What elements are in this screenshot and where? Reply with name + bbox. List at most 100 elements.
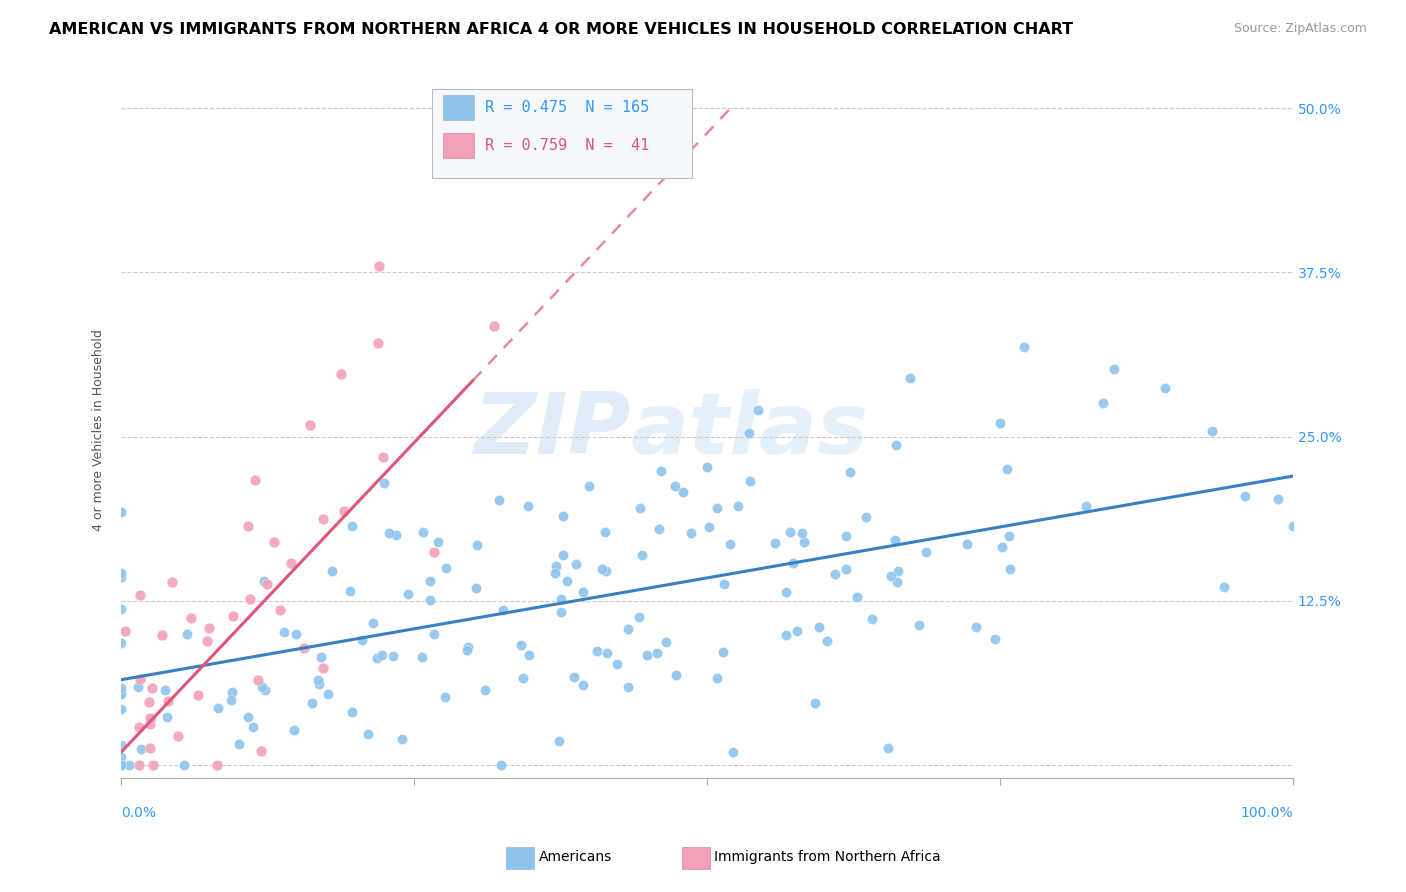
Point xyxy=(547,734,569,748)
Point xyxy=(617,623,640,637)
Point xyxy=(586,643,609,657)
Point xyxy=(713,576,735,591)
Point xyxy=(1201,425,1223,439)
Point xyxy=(373,475,395,490)
Point xyxy=(474,682,496,697)
Point xyxy=(110,681,132,695)
Point xyxy=(382,648,405,663)
Point xyxy=(250,680,273,694)
Point xyxy=(565,557,588,571)
Point xyxy=(361,616,384,631)
Point xyxy=(965,620,987,634)
Point xyxy=(572,585,595,599)
Point xyxy=(128,758,150,772)
Point xyxy=(1267,491,1289,506)
Point xyxy=(456,643,478,657)
Point xyxy=(110,636,132,650)
Point xyxy=(817,634,839,648)
Point xyxy=(578,478,600,492)
Point xyxy=(110,688,132,702)
Point xyxy=(648,522,671,536)
Point xyxy=(332,504,354,518)
Point xyxy=(238,519,260,533)
Point xyxy=(141,681,163,696)
Point xyxy=(385,528,408,542)
Point xyxy=(706,671,728,685)
Point xyxy=(596,646,619,660)
Point xyxy=(786,624,808,638)
Point xyxy=(544,566,567,580)
Point xyxy=(915,545,938,559)
Point xyxy=(378,526,401,541)
Point xyxy=(727,500,749,514)
Point xyxy=(391,731,413,746)
Point xyxy=(1102,361,1125,376)
Point xyxy=(779,524,801,539)
Point xyxy=(562,670,585,684)
Point xyxy=(110,756,132,770)
Point xyxy=(110,738,132,752)
Point xyxy=(434,561,457,575)
Point xyxy=(517,648,540,662)
Point xyxy=(221,684,243,698)
Point xyxy=(517,500,540,514)
Point xyxy=(747,403,769,417)
Point xyxy=(352,633,374,648)
Point xyxy=(846,590,869,604)
Point xyxy=(422,545,444,559)
Point xyxy=(309,650,332,665)
Point xyxy=(718,537,741,551)
Point xyxy=(308,677,330,691)
Point xyxy=(110,566,132,581)
Point xyxy=(285,627,308,641)
Point xyxy=(253,682,276,697)
Point xyxy=(834,562,856,576)
Point xyxy=(340,705,363,719)
Point xyxy=(671,485,693,500)
Point xyxy=(898,370,921,384)
Point xyxy=(129,588,152,602)
Point xyxy=(1091,395,1114,409)
Point xyxy=(884,533,907,547)
Point xyxy=(877,741,900,756)
Point xyxy=(1234,489,1257,503)
Point xyxy=(807,620,830,634)
Text: ZIP: ZIP xyxy=(474,389,631,472)
Point xyxy=(512,672,534,686)
Point xyxy=(110,758,132,772)
Point xyxy=(150,627,173,641)
Point xyxy=(630,548,652,562)
Point xyxy=(307,673,329,687)
Point xyxy=(697,520,720,534)
Point xyxy=(205,758,228,772)
Point xyxy=(650,464,672,478)
Point xyxy=(553,508,575,523)
Point xyxy=(550,605,572,619)
Point xyxy=(321,564,343,578)
Point xyxy=(129,673,152,687)
Point xyxy=(908,617,931,632)
Point xyxy=(253,574,276,588)
Point xyxy=(665,668,688,682)
Point xyxy=(110,602,132,616)
Point xyxy=(835,529,858,543)
Point xyxy=(488,493,510,508)
Point xyxy=(998,529,1021,543)
Point xyxy=(228,737,250,751)
Point xyxy=(1000,562,1022,576)
Point xyxy=(645,646,668,660)
Text: atlas: atlas xyxy=(631,389,869,472)
Point xyxy=(180,610,202,624)
Point xyxy=(250,744,273,758)
Point xyxy=(273,624,295,639)
Point xyxy=(711,645,734,659)
Point xyxy=(550,591,572,606)
Point xyxy=(860,612,883,626)
Point xyxy=(655,635,678,649)
Point xyxy=(246,673,269,687)
Point xyxy=(139,717,162,731)
Point xyxy=(356,727,378,741)
Point xyxy=(160,574,183,589)
Point xyxy=(824,567,846,582)
Point xyxy=(595,525,617,540)
